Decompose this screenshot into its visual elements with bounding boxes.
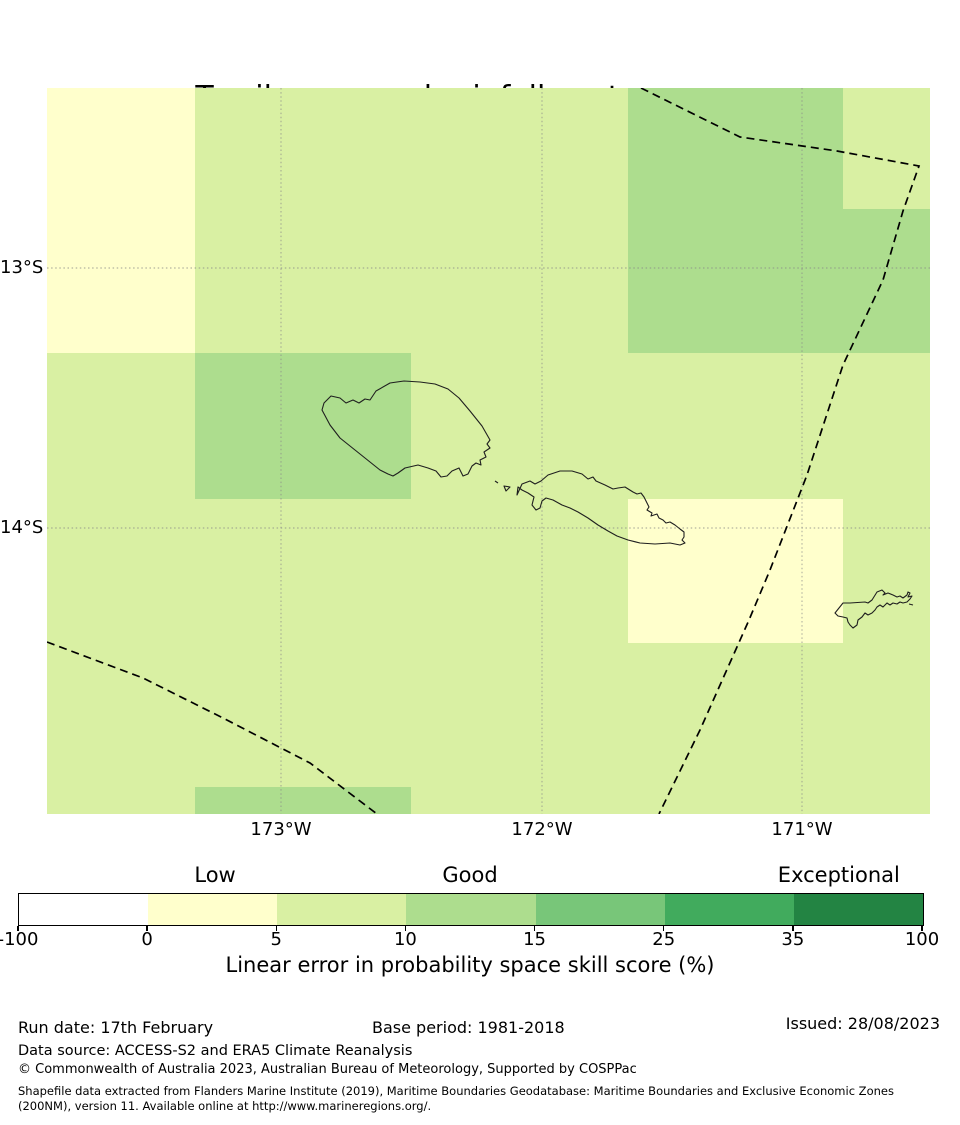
colorbar-tick-mark: [921, 925, 923, 931]
grid-cell: [195, 643, 411, 787]
colorbar-tick-mark: [146, 925, 148, 931]
colorbar-segment: [406, 894, 536, 925]
grid-cell: [195, 787, 411, 814]
grid-cell: [411, 209, 628, 353]
grid-cell: [47, 787, 195, 814]
colorbar-category-label: Exceptional: [777, 863, 900, 887]
grid-cell: [628, 643, 843, 787]
aunuu-coastline: [908, 603, 914, 606]
shapefile-attribution-line-2: (200NM), version 11. Available online at…: [18, 1099, 432, 1113]
grid-cell: [195, 499, 411, 643]
grid-cell: [411, 499, 628, 643]
colorbar-tick-mark: [275, 925, 277, 931]
colorbar-tick-mark: [533, 925, 536, 931]
grid-cell: [843, 787, 930, 814]
grid-cell: [628, 209, 843, 353]
grid-cell: [47, 499, 195, 643]
colorbar-segment: [277, 894, 407, 925]
colorbar-segment: [19, 894, 149, 925]
grid-cell: [47, 209, 195, 353]
issued-text: Issued: 28/08/2023: [785, 1014, 940, 1033]
grid-cell: [628, 499, 843, 643]
grid-cell: [628, 353, 843, 499]
shapefile-attribution-line-1: Shapefile data extracted from Flanders M…: [18, 1084, 894, 1098]
colorbar-tick-label: 10: [393, 929, 417, 950]
eez-boundary-south-west-line: [46, 641, 378, 815]
copyright-text: © Commonwealth of Australia 2023, Austra…: [18, 1062, 637, 1077]
colorbar-tick-mark: [792, 925, 794, 931]
grid-cell: [843, 643, 930, 787]
base-period-text: Base period: 1981-2018: [372, 1018, 565, 1037]
colorbar-tick-label: 15: [523, 929, 547, 950]
data-source-text: Data source: ACCESS-S2 and ERA5 Climate …: [18, 1043, 413, 1059]
colorbar-category-label: Low: [194, 863, 236, 887]
colorbar-tick-label: 100: [904, 929, 940, 950]
run-date-text: Run date: 17th February: [18, 1018, 214, 1037]
colorbar-segment: [664, 894, 794, 925]
colorbar-caption: Linear error in probability space skill …: [225, 953, 715, 977]
grid-cell: [195, 88, 411, 209]
grid-cell: [628, 787, 843, 814]
colorbar-tick-mark: [663, 925, 665, 931]
x-axis-tick-label: 173°W: [250, 819, 312, 840]
upolu-coastline: [516, 470, 686, 546]
grid-cell: [411, 88, 628, 209]
colorbar-tick-label: 35: [781, 929, 805, 950]
grid-cell: [843, 88, 930, 209]
grid-cell: [195, 209, 411, 353]
colorbar-tick-label: 25: [652, 929, 676, 950]
map-svg: [46, 87, 930, 815]
grid-cell: [47, 353, 195, 499]
y-axis-tick-label: 14°S: [0, 517, 44, 538]
grid-cell: [843, 209, 930, 353]
grid-cell: [843, 353, 930, 499]
tutuila-coastline: [834, 589, 913, 629]
colorbar-segment: [793, 894, 923, 925]
colorbar-tick-label: 5: [270, 929, 283, 950]
x-axis-tick-label: 171°W: [771, 819, 833, 840]
colorbar-tick-label: 0: [141, 929, 153, 950]
y-axis-tick-label: 13°S: [0, 257, 44, 278]
grid-cell: [411, 643, 628, 787]
map-panel: [46, 87, 930, 815]
savaii-coastline: [321, 380, 491, 478]
eez-boundary-north-east-line: [640, 87, 921, 815]
grid-cell: [195, 353, 411, 499]
colorbar: [18, 893, 924, 926]
grid-cell: [47, 88, 195, 209]
grid-cell: [843, 499, 930, 643]
grid-cell: [411, 353, 628, 499]
grid-cell: [411, 787, 628, 814]
grid-cell: [628, 88, 843, 209]
manono-coastline: [503, 485, 511, 492]
colorbar-tick-mark: [17, 925, 19, 931]
apolima-coastline: [494, 480, 499, 484]
colorbar-segment: [535, 894, 665, 925]
grid-cell: [47, 643, 195, 787]
x-axis-tick-label: 172°W: [511, 819, 573, 840]
colorbar-category-label: Good: [442, 863, 498, 887]
colorbar-segment: [148, 894, 278, 925]
colorbar-tick-label: -100: [0, 929, 39, 950]
colorbar-tick-mark: [404, 925, 407, 931]
